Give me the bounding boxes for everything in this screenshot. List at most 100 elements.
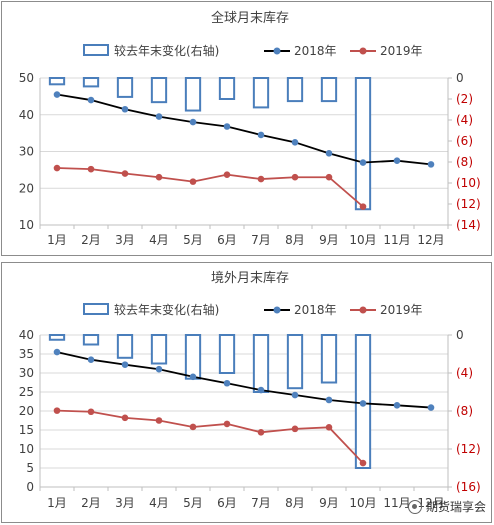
left-tick-label: 20 xyxy=(19,404,34,418)
legend-marker-2018 xyxy=(273,306,281,314)
category-label: 4月 xyxy=(149,233,169,247)
series-2019-point xyxy=(87,408,95,416)
category-label: 1月 xyxy=(47,233,67,247)
series-2019-point xyxy=(155,173,163,181)
series-2019-line xyxy=(56,409,364,464)
series-2018-point xyxy=(325,150,333,157)
legend-label-bar: 较去年末变化(右轴) xyxy=(114,43,219,58)
series-2018-point xyxy=(223,379,231,387)
series-2019-point xyxy=(359,459,367,467)
left-tick-label: 25 xyxy=(19,385,34,399)
legend-label-bar: 较去年末变化(右轴) xyxy=(114,302,219,317)
watermark: 期货瑞享会 xyxy=(407,498,486,515)
left-tick-label: 0 xyxy=(26,480,34,494)
right-tick-label: (6) xyxy=(456,134,473,148)
category-label: 5月 xyxy=(183,233,203,247)
category-label: 7月 xyxy=(251,233,271,247)
category-label: 12月 xyxy=(417,233,444,247)
series-2019-point xyxy=(53,164,61,172)
category-label: 3月 xyxy=(115,496,135,510)
series-2019-point xyxy=(257,428,265,436)
right-tick-label: (12) xyxy=(456,197,481,211)
series-2018-point xyxy=(155,365,163,373)
bar-change-vs-last-year xyxy=(116,334,134,359)
right-tick-label: (10) xyxy=(456,176,481,190)
series-2019-point xyxy=(359,203,367,210)
right-tick-label: 0 xyxy=(456,328,464,342)
chart-title: 全球月末库存 xyxy=(211,10,289,26)
right-tick-label: (4) xyxy=(456,113,473,127)
category-label: 2月 xyxy=(81,496,101,510)
category-label: 4月 xyxy=(149,496,169,510)
right-tick-label: (12) xyxy=(456,442,481,456)
series-2019-line xyxy=(56,167,364,208)
legend-swatch-bar xyxy=(83,44,109,56)
legend-swatch-bar xyxy=(83,303,109,315)
bar-change-vs-last-year xyxy=(320,334,338,384)
right-tick-label: (4) xyxy=(456,366,473,380)
series-2018-point xyxy=(393,157,401,164)
series-2018-point xyxy=(87,96,95,104)
left-tick-label: 30 xyxy=(19,145,34,159)
series-2018-point xyxy=(87,356,95,363)
right-tick-label: (16) xyxy=(456,480,481,494)
legend-label-2018: 2018年 xyxy=(294,303,337,317)
legend-marker-2019 xyxy=(359,306,367,314)
category-label: 11月 xyxy=(383,233,410,247)
right-tick-label: 0 xyxy=(456,71,464,85)
bar-change-vs-last-year xyxy=(150,77,168,104)
category-label: 12月 xyxy=(417,496,444,510)
bar-change-vs-last-year xyxy=(116,77,134,98)
series-2018-point xyxy=(359,159,367,166)
legend-label-2018: 2018年 xyxy=(294,44,337,58)
legend-marker-2018 xyxy=(273,47,281,55)
legend-marker-2019 xyxy=(359,47,367,55)
bar-change-vs-last-year xyxy=(320,77,338,103)
category-label: 9月 xyxy=(319,233,339,247)
legend-label-2019: 2019年 xyxy=(380,303,423,317)
series-2019-point xyxy=(189,178,197,185)
category-label: 8月 xyxy=(285,496,305,510)
series-2018-point xyxy=(53,91,61,98)
series-2019-point xyxy=(121,414,129,422)
chart-panel-global: 全球月末库存 较去年末变化(右轴) 2018年 2019年 10 20 30 40 50 0 (2)… xyxy=(1,1,492,256)
series-2019-point xyxy=(325,424,333,431)
series-2019-point xyxy=(155,417,163,424)
left-tick-label: 40 xyxy=(19,328,34,342)
bar-change-vs-last-year xyxy=(82,77,100,88)
right-tick-label: (8) xyxy=(456,155,473,169)
series-2019-point xyxy=(223,171,231,178)
category-label: 8月 xyxy=(285,233,305,247)
series-2018-point xyxy=(393,402,401,409)
series-2018-point xyxy=(427,161,435,168)
category-label: 11月 xyxy=(383,496,410,510)
bar-change-vs-last-year xyxy=(184,77,202,112)
bar-change-vs-last-year xyxy=(354,77,372,211)
series-2018-line xyxy=(56,351,432,409)
category-label: 6月 xyxy=(217,233,237,247)
legend-label-2019: 2019年 xyxy=(380,44,423,58)
left-tick-label: 15 xyxy=(19,423,34,437)
bar-change-vs-last-year xyxy=(286,77,304,103)
category-label: 10月 xyxy=(349,233,376,247)
series-2019-point xyxy=(325,173,333,181)
left-tick-label: 10 xyxy=(19,442,34,456)
series-2018-point xyxy=(121,361,129,368)
category-label: 1月 xyxy=(47,496,67,510)
category-label: 5月 xyxy=(183,496,203,510)
right-tick-label: (14) xyxy=(456,218,481,232)
left-tick-label: 5 xyxy=(26,461,34,475)
series-2018-point xyxy=(155,113,163,120)
left-tick-label: 20 xyxy=(19,181,34,195)
bar-change-vs-last-year xyxy=(150,334,168,365)
left-tick-label: 10 xyxy=(19,218,34,232)
series-2019-point xyxy=(189,423,197,431)
right-tick-label: (2) xyxy=(456,92,473,106)
category-label: 2月 xyxy=(81,233,101,247)
bar-change-vs-last-year xyxy=(286,334,304,390)
series-2018-point xyxy=(325,396,333,404)
chart-title: 境外月末库存 xyxy=(211,270,289,286)
left-tick-label: 35 xyxy=(19,347,34,361)
